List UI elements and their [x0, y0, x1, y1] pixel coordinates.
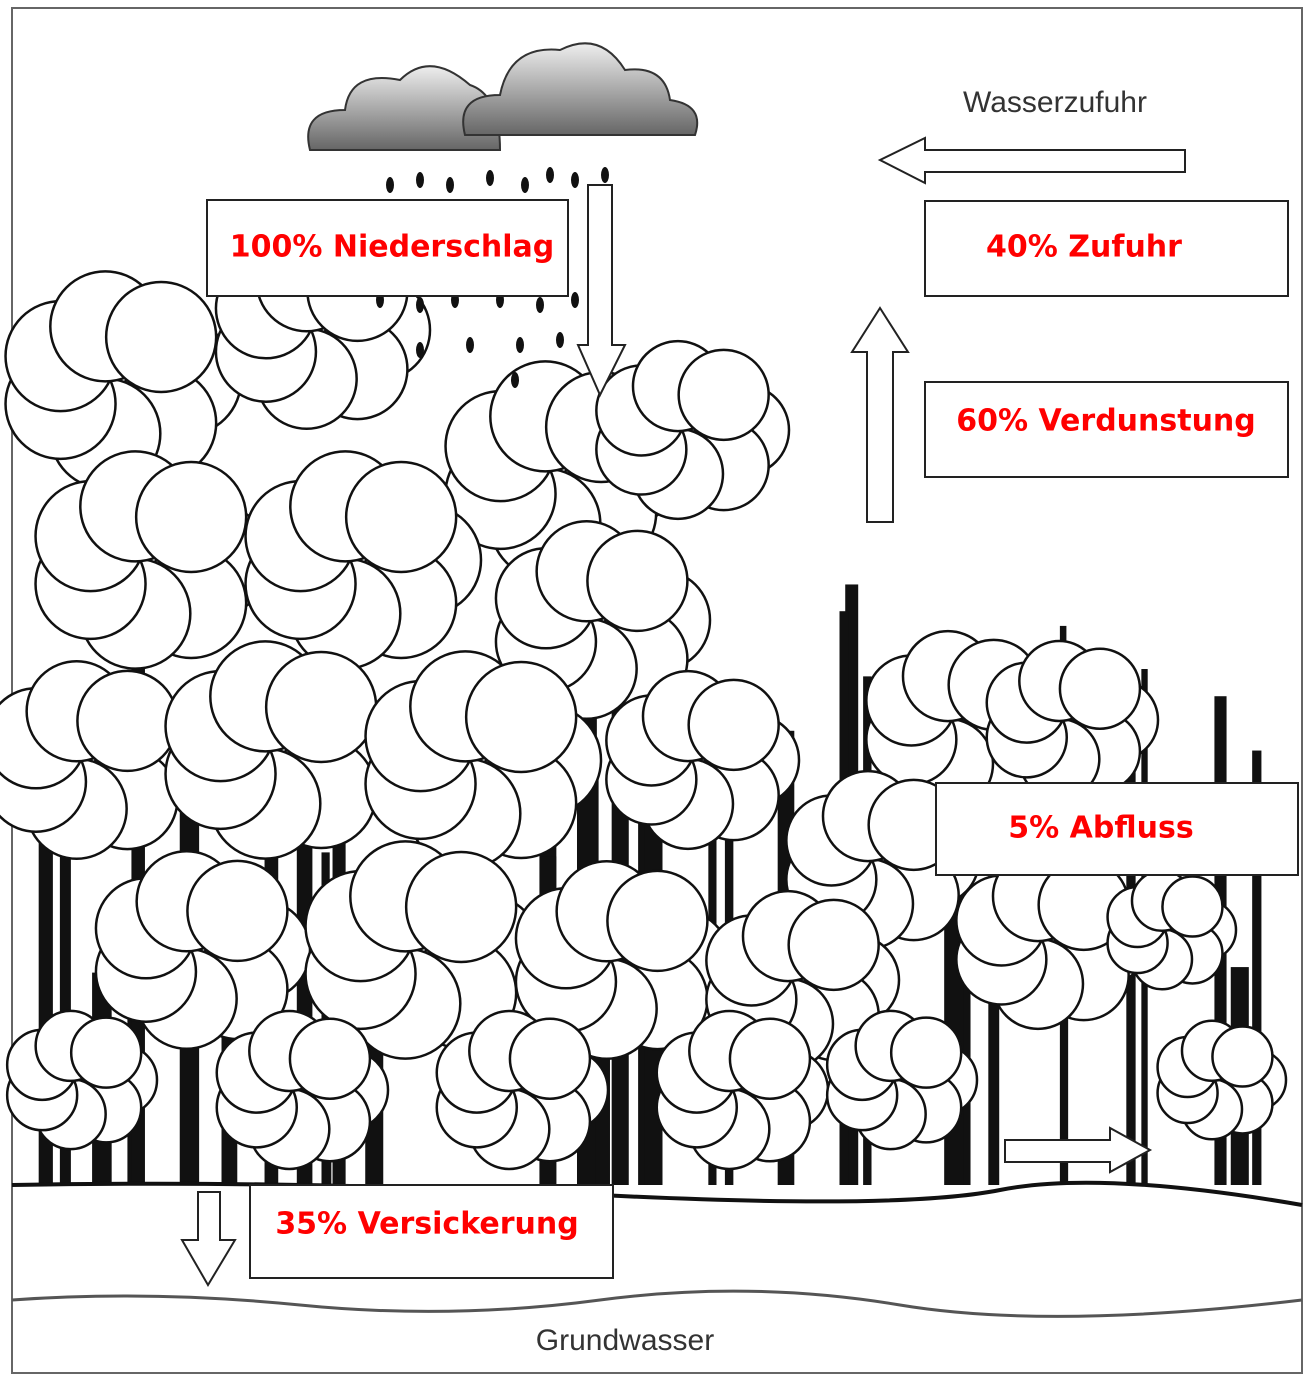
trunk [1060, 929, 1069, 1185]
trunk [59, 695, 71, 1185]
arrow-up [850, 306, 910, 523]
raindrop [416, 342, 424, 358]
leaf-clump [134, 460, 248, 574]
arrow-right [1004, 1126, 1153, 1174]
raindrop [416, 297, 424, 313]
box-label: 60% Verdunstung [956, 404, 1256, 439]
leaf-clump [1211, 1025, 1274, 1088]
boxes: 100% Niederschlag 40% Zufuhr 60% Verduns… [206, 199, 1299, 1279]
leaf-clump [344, 460, 458, 574]
raindrop [536, 297, 544, 313]
leaf-clump [508, 1017, 592, 1100]
raindrop [521, 177, 529, 193]
raindrop [556, 332, 564, 348]
trunk [1252, 750, 1262, 1185]
leaf-clump [76, 669, 179, 773]
arrow-down [576, 184, 627, 398]
leaf-clump [464, 660, 578, 774]
raindrop [516, 337, 524, 353]
leaf-clump [69, 1016, 143, 1089]
leaf-clump [1161, 875, 1224, 938]
leaf-clump [687, 678, 780, 772]
raindrop [416, 172, 424, 188]
leaf-clump [586, 529, 689, 633]
leaf-clump [288, 1017, 372, 1100]
box [924, 200, 1289, 297]
raindrop [486, 170, 494, 186]
raindrop [571, 172, 579, 188]
box-label: 100% Niederschlag [230, 230, 554, 265]
leaf-clump [404, 850, 518, 964]
box-label: 35% Versickerung [275, 1207, 578, 1242]
leaf-clump [889, 1016, 963, 1089]
arrow-left [877, 136, 1186, 185]
leaf-clump [264, 650, 378, 764]
raindrop [386, 177, 394, 193]
box-label: 5% Abfluss [1008, 811, 1193, 846]
raindrop [546, 167, 554, 183]
leaf-clump [1058, 647, 1142, 730]
leaf-clump [186, 859, 289, 963]
box [206, 199, 569, 297]
leaf-clump [606, 869, 709, 973]
arrow-down-soil [180, 1191, 237, 1287]
box [924, 381, 1289, 478]
raindrop [601, 167, 609, 183]
groundwater-line [11, 1289, 1303, 1318]
groundwater-label: Grundwasser [536, 1324, 714, 1357]
inflow-label: Wasserzufuhr [963, 86, 1147, 119]
forest [0, 230, 1288, 1185]
raindrop [511, 372, 519, 388]
raindrop [571, 292, 579, 308]
leaf-clump [104, 280, 218, 394]
leaf-clump [728, 1017, 812, 1100]
raindrop [466, 337, 474, 353]
clouds [307, 42, 699, 151]
box [935, 782, 1299, 876]
leaf-clump [677, 348, 770, 442]
raindrop [446, 177, 454, 193]
box-label: 40% Zufuhr [986, 230, 1182, 265]
leaf-clump [787, 898, 880, 992]
box [249, 1184, 614, 1279]
